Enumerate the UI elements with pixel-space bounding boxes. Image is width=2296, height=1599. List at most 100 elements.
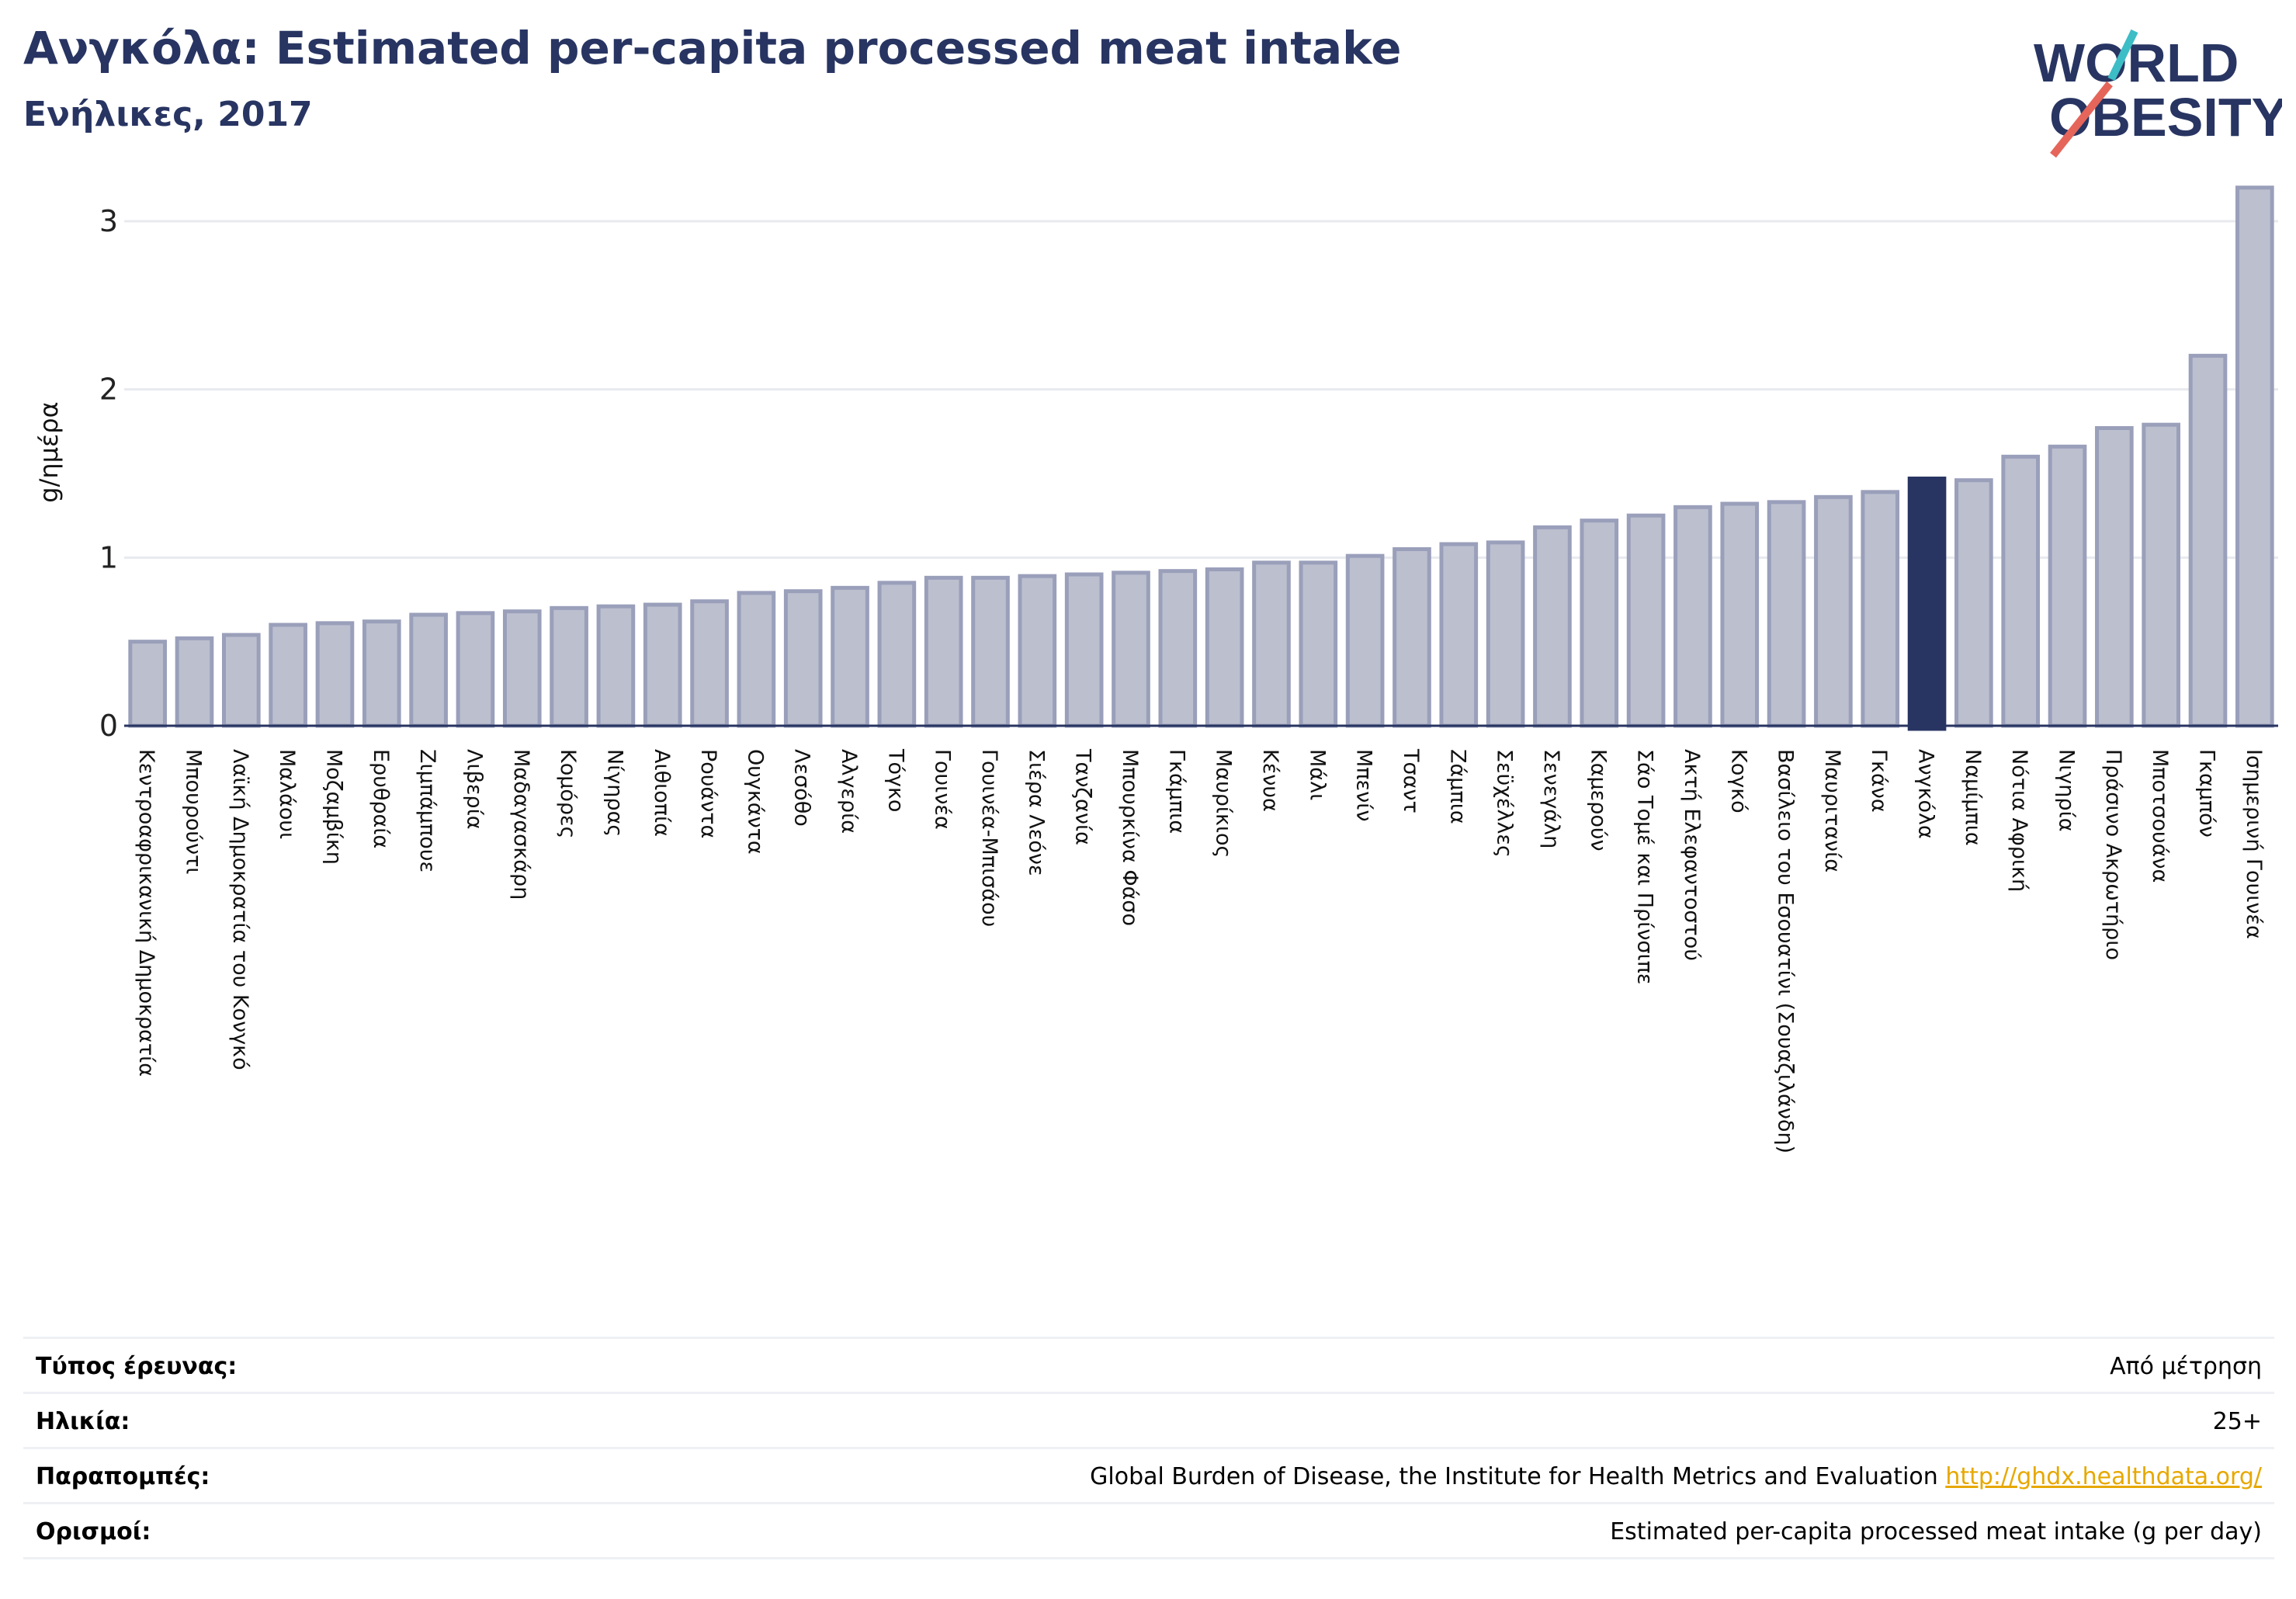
bar [1018,574,1057,728]
x-tick-label: Ζάμπια [1445,749,1469,824]
logo-slash-teal [2107,29,2138,82]
info-value: Estimated per-capita processed meat inta… [1610,1518,2262,1545]
x-tick-label: Πράσινο Ακρωτήριο [2101,749,2125,960]
reference-text: Global Burden of Disease, the Institute … [1090,1463,1946,1490]
info-row-survey-type: Τύπος έρευνας: Από μέτρηση [23,1337,2274,1393]
bar [409,612,448,728]
bar [831,585,869,728]
x-tick-label: Τανζανία [1071,748,1095,845]
x-tick-label: Λεσόθο [790,749,814,827]
bar [2095,426,2134,728]
x-tick-label: Αλγερία [837,749,861,834]
info-key: Τύπος έρευνας: [36,1353,238,1380]
bar [1064,572,1104,728]
y-tick-label: 2 [99,373,118,407]
y-tick-label: 1 [99,540,118,574]
bar [221,633,261,728]
x-tick-label: Μαλάουι [275,749,299,839]
bar [1205,567,1244,728]
bar [1486,540,1525,728]
logo-slash-red [2050,81,2113,158]
x-tick-label: Μοζαμβίκη [321,749,345,865]
x-tick-label: Μαδαγασκάρη [509,749,533,900]
bar [737,591,776,728]
x-tick-label: Λαϊκή Δημοκρατία του Κονγκό [228,749,252,1070]
bar [502,609,542,728]
x-tick-label: Ερυθραία [369,749,393,848]
info-row-bottom-border [23,1557,2274,1559]
x-tick-label: Ακτή Ελεφαντοστού [1680,749,1704,961]
x-tick-label: Νιγηρία [2055,749,2079,832]
bar [269,623,307,728]
bar [1533,525,1572,728]
bar [362,619,401,728]
bar [315,621,355,728]
bar [2048,444,2087,728]
bar [1112,571,1150,728]
x-tick-label: Τσαντ [1399,748,1423,813]
info-key: Ηλικία: [36,1408,130,1435]
x-tick-label: Γκαμπόν [2195,749,2219,838]
info-value: Από μέτρηση [2110,1353,2262,1380]
bar [175,636,214,728]
bar [783,589,823,728]
x-tick-label: Μποτσουάνα [2148,749,2172,883]
x-tick-label: Καμερούν [1586,749,1610,852]
x-tick-label: Μαυρίκιος [1212,749,1236,858]
bar [1439,542,1479,728]
x-tick-label: Μαυριτανία [1820,749,1844,872]
bar [550,605,588,728]
x-tick-label: Ισημερινή Γουινέα [2242,749,2266,939]
bar [1720,501,1760,728]
bar [1345,553,1385,728]
bar [596,604,636,728]
x-tick-label: Ανγκόλα [1914,749,1938,839]
bar-chart: 0 1 2 3 g/ημέρα Κεντροαφρικανική Δημοκρατία Μπ… [34,186,2278,1153]
bar [1580,519,1619,728]
x-tick-label: Ρουάντα [696,749,720,838]
x-tick-label: Ναμίμπια [1961,749,1985,846]
x-tick-label: Γουινέα [931,749,955,830]
x-tick-label: Τόγκο [883,748,907,812]
x-tick-label: Λιβερία [462,749,486,830]
x-tick-label: Σεϋχέλλες [1493,749,1517,858]
bar [1861,490,1900,728]
world-obesity-logo: WORLD OBESITY [2034,29,2282,158]
bar [877,581,917,728]
info-value: 25+ [2212,1408,2262,1435]
x-tick-label: Σενεγάλη [1539,749,1563,848]
x-tick-label: Μάλι [1305,749,1329,800]
x-tick-label: Αιθιοπία [650,749,674,837]
bar [1954,478,1993,728]
bar [1158,569,1198,728]
y-tick-label: 0 [99,709,118,743]
reference-link[interactable]: http://ghdx.healthdata.org/ [1945,1463,2262,1490]
bar [1626,513,1666,728]
bar [1393,547,1431,728]
bar [1673,505,1712,728]
x-tick-label: Σάο Τομέ και Πρίνσιπε [1633,749,1657,985]
bar [643,602,682,728]
bar [2142,422,2181,728]
x-tick-label: Κομόρες [556,749,580,839]
x-tick-label: Κογκό [1726,749,1750,813]
x-tick-label: Γουινέα-Μπισάου [977,749,1001,927]
bar [1252,560,1291,728]
x-tick-label: Σιέρα Λεόνε [1024,749,1048,876]
bar [128,640,167,728]
logo-word-world: WORLD [2034,33,2239,93]
x-tick-label: Μπουρκίνα Φάσο [1118,749,1142,926]
x-tick-label: Ζιμπάμπουε [415,749,439,872]
bar [2001,454,2041,728]
bar [456,611,495,728]
bar [1767,500,1806,728]
x-tick-label: Κένυα [1258,749,1282,812]
bar [971,575,1010,728]
info-row-definitions: Ορισμοί: Estimated per-capita processed … [23,1502,2274,1559]
info-row-age: Ηλικία: 25+ [23,1392,2274,1448]
x-tick-label: Βασίλειο του Εσουατίνι (Σουαζιλάνδη) [1774,749,1798,1153]
x-tick-label: Μπουρούντι [181,749,205,874]
x-tick-label: Γκάνα [1867,749,1891,813]
bar-highlight [1907,477,1947,731]
bar [2188,353,2228,728]
